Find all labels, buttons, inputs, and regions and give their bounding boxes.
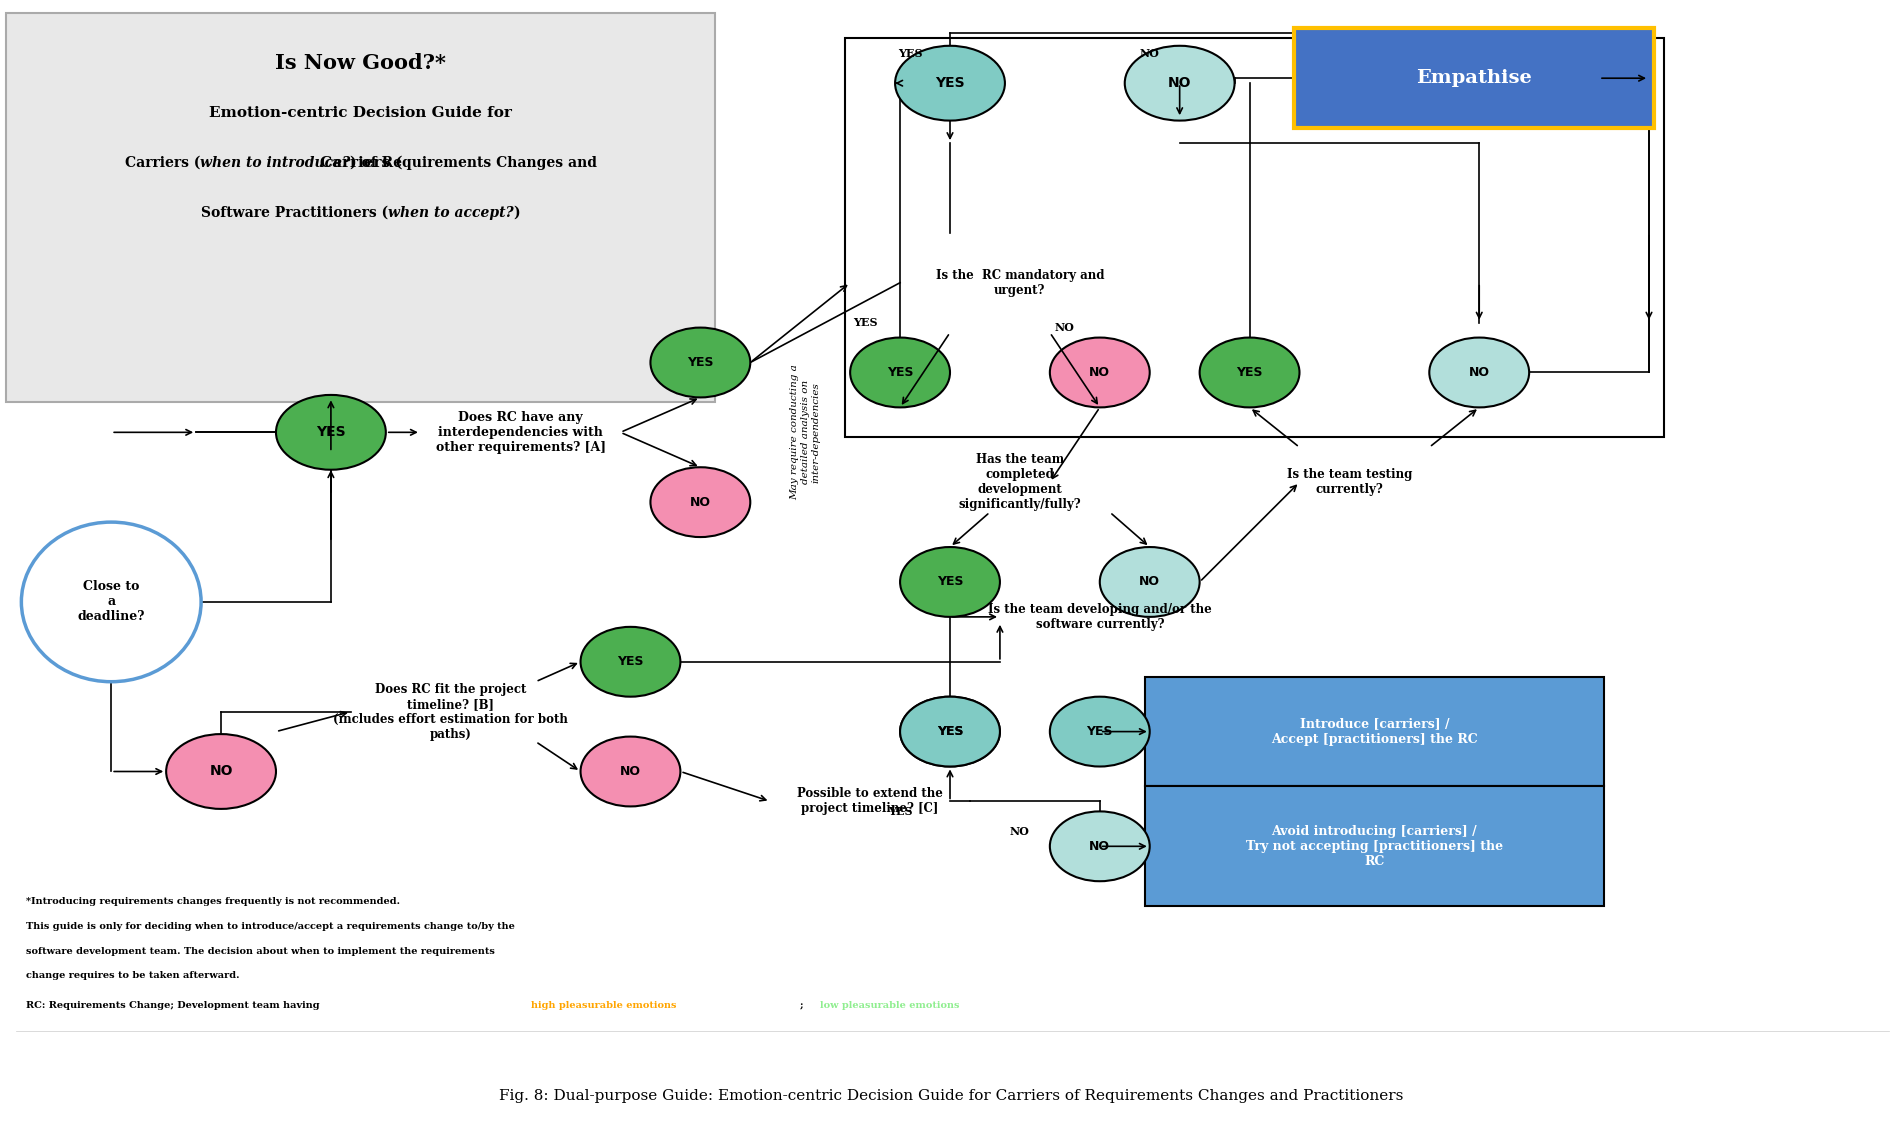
Ellipse shape [580,627,681,696]
Text: *Introducing requirements changes frequently is not recommended.: *Introducing requirements changes freque… [27,897,399,906]
Text: May require conducting a
detailed analysis on
inter-dependencies: May require conducting a detailed analys… [791,365,820,500]
Text: Carriers (: Carriers ( [126,156,200,170]
FancyBboxPatch shape [6,14,715,402]
Text: YES: YES [936,76,964,91]
Text: NO: NO [1468,366,1489,379]
Text: NO: NO [1056,323,1075,333]
Text: low pleasurable emotions: low pleasurable emotions [820,1002,961,1011]
Text: YES: YES [852,317,877,328]
Text: Does RC fit the project
timeline? [B]
(includes effort estimation for both
paths: Does RC fit the project timeline? [B] (i… [333,683,569,740]
Text: change requires to be taken afterward.: change requires to be taken afterward. [27,971,240,980]
Ellipse shape [900,696,1000,766]
Text: YES: YES [888,806,913,817]
Text: NO: NO [1168,76,1191,91]
Ellipse shape [900,547,1000,617]
Text: Has the team
completed
development
significantly/fully?: Has the team completed development signi… [959,453,1080,512]
Text: This guide is only for deciding when to introduce/accept a requirements change t: This guide is only for deciding when to … [27,921,515,931]
Text: NO: NO [1139,48,1160,59]
Ellipse shape [900,696,1000,766]
Text: Possible to extend the
project timeline? [C]: Possible to extend the project timeline?… [797,788,943,815]
Text: when to accept?: when to accept? [388,206,514,220]
Ellipse shape [580,737,681,806]
Ellipse shape [650,327,749,397]
Text: YES: YES [898,48,922,59]
Ellipse shape [650,468,749,537]
Text: Close to
a
deadline?: Close to a deadline? [78,581,145,624]
Text: Is the  RC mandatory and
urgent?: Is the RC mandatory and urgent? [936,268,1105,297]
Text: high pleasurable emotions: high pleasurable emotions [531,1002,675,1011]
Ellipse shape [276,395,386,470]
Text: NO: NO [1010,826,1029,837]
Text: NO: NO [690,496,711,508]
Text: NO: NO [1090,840,1111,852]
FancyBboxPatch shape [1295,28,1655,128]
FancyBboxPatch shape [1145,677,1603,787]
Text: Is the team developing and/or the
software currently?: Is the team developing and/or the softwa… [987,603,1212,631]
Text: Fig. 8: Dual-purpose Guide: Emotion-centric Decision Guide for Carriers of Requi: Fig. 8: Dual-purpose Guide: Emotion-cent… [498,1089,1404,1103]
Ellipse shape [1050,812,1149,881]
Text: Empathise: Empathise [1417,69,1533,87]
Text: YES: YES [687,355,713,369]
Ellipse shape [1124,45,1234,121]
Text: Software Practitioners (: Software Practitioners ( [202,206,388,220]
Text: ) of Requirements Changes and: ) of Requirements Changes and [350,156,597,170]
Text: Introduce [carriers] /
Accept [practitioners] the RC: Introduce [carriers] / Accept [practitio… [1271,718,1478,746]
Text: Does RC have any
interdependencies with
other requirements? [A]: Does RC have any interdependencies with … [436,411,605,454]
Text: software development team. The decision about when to implement the requirements: software development team. The decision … [27,946,495,955]
Text: NO: NO [1090,366,1111,379]
Text: YES: YES [1086,726,1113,738]
Text: ;: ; [801,1002,806,1011]
Text: YES: YES [316,426,346,439]
Text: Emotion-centric Decision Guide for: Emotion-centric Decision Guide for [209,106,512,120]
Text: Is the team testing
currently?: Is the team testing currently? [1288,469,1411,496]
Ellipse shape [1050,337,1149,408]
FancyBboxPatch shape [1145,787,1603,906]
Ellipse shape [21,522,202,681]
Text: RC: Requirements Change; Development team having: RC: Requirements Change; Development tea… [27,1002,323,1011]
Text: YES: YES [938,726,962,738]
Text: YES: YES [938,575,962,589]
Text: Avoid introducing [carriers] /
Try not accepting [practitioners] the
RC: Avoid introducing [carriers] / Try not a… [1246,825,1503,868]
Text: NO: NO [1139,575,1160,589]
Ellipse shape [1099,547,1200,617]
Text: ): ) [514,206,521,220]
Ellipse shape [165,734,276,809]
Text: Carriers (: Carriers ( [320,156,401,170]
Ellipse shape [896,45,1004,121]
Text: NO: NO [209,764,232,779]
Text: when to introduce?: when to introduce? [200,156,350,170]
Ellipse shape [1200,337,1299,408]
Text: Is Now Good?*: Is Now Good?* [276,53,447,74]
Text: YES: YES [618,655,643,668]
Text: YES: YES [886,366,913,379]
Ellipse shape [1428,337,1529,408]
Text: YES: YES [1236,366,1263,379]
Text: NO: NO [620,765,641,778]
Ellipse shape [1050,696,1149,766]
Ellipse shape [850,337,949,408]
Text: YES: YES [938,726,962,738]
